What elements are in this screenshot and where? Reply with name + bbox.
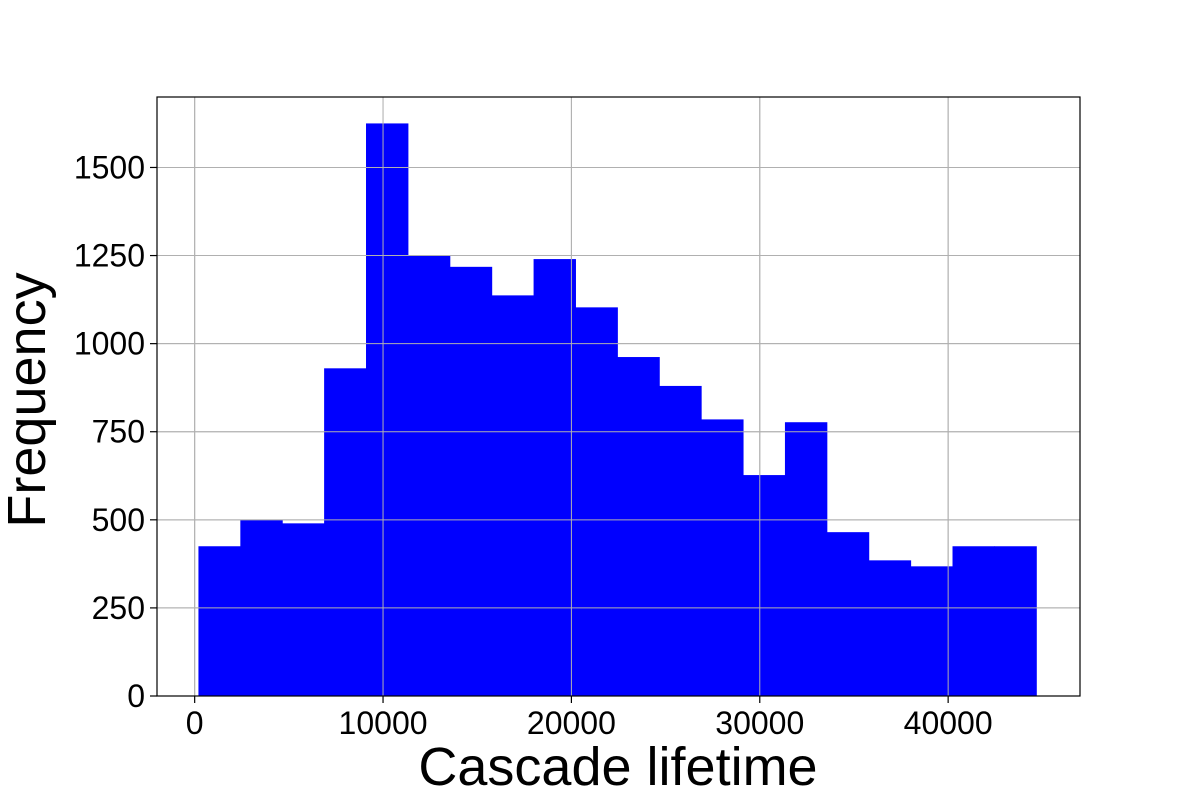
x-tick-label: 30000 (715, 705, 804, 741)
x-tick-label: 40000 (904, 705, 993, 741)
histogram-bar (449, 266, 493, 696)
y-tick-label: 1500 (74, 149, 145, 185)
histogram-bar (617, 357, 660, 696)
plot-frame (156, 96, 1081, 697)
histogram-bar (784, 422, 828, 696)
histogram-bar (910, 566, 954, 696)
histogram-bar (868, 560, 912, 696)
y-tick-label: 0 (127, 678, 145, 714)
histogram-bar (282, 523, 325, 696)
histogram-bar (575, 307, 618, 696)
y-tick-label: 250 (92, 590, 145, 626)
histogram-bar (366, 123, 409, 697)
x-axis-label: Cascade lifetime (418, 737, 817, 797)
histogram-bars (198, 123, 1037, 697)
histogram-bar (952, 546, 995, 696)
histogram-bar (701, 419, 744, 696)
y-tick-label: 750 (92, 414, 145, 450)
y-axis-label: Frequency (0, 272, 57, 527)
x-tick-label: 10000 (339, 705, 428, 741)
y-tick-label: 1000 (74, 326, 145, 362)
histogram-bar (491, 295, 535, 696)
y-tick-label: 1250 (74, 238, 145, 274)
histogram-bar (198, 546, 241, 696)
histogram-bar (994, 546, 1037, 696)
x-tick-label: 0 (186, 705, 204, 741)
histogram-bar (533, 259, 576, 696)
x-axis-ticks: 0 10000 20000 30000 40000 (186, 696, 993, 741)
histogram-bar (407, 255, 451, 696)
y-axis-ticks: 0 250 500 750 1000 1250 1500 (74, 149, 157, 714)
histogram-bar (324, 368, 367, 696)
histogram-bar (743, 475, 786, 696)
histogram-bar (826, 532, 870, 696)
histogram-bar (659, 385, 702, 696)
y-tick-label: 500 (92, 502, 145, 538)
x-tick-label: 20000 (527, 705, 616, 741)
